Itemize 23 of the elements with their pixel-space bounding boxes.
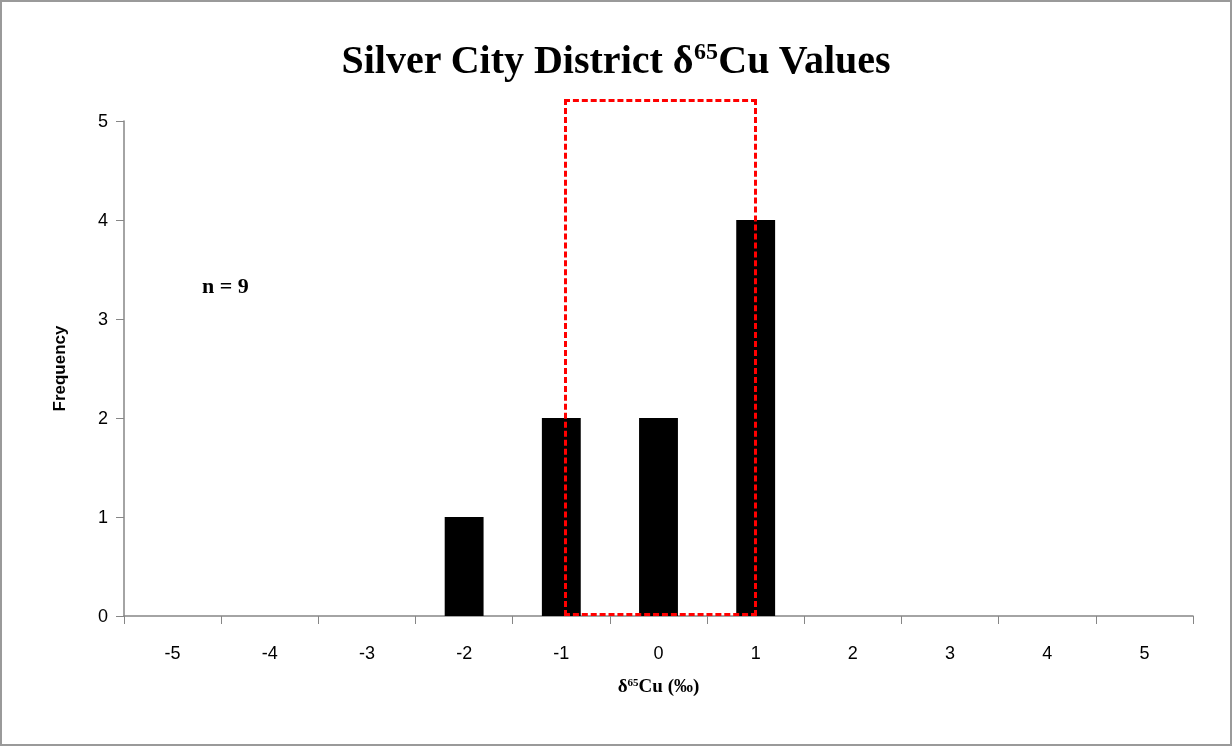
x-tick-label: -4 xyxy=(261,643,278,663)
x-tick-label: 3 xyxy=(945,643,956,663)
x-tick-label: 0 xyxy=(653,643,664,663)
x-tick-label: 2 xyxy=(847,643,858,663)
y-tick-label: 3 xyxy=(97,309,108,329)
x-tick-label: -5 xyxy=(164,643,181,663)
y-tick-label: 5 xyxy=(97,111,108,131)
annotation: n = 9 xyxy=(202,272,249,298)
x-tick-label: 1 xyxy=(750,643,761,663)
x-tick-label: 5 xyxy=(1139,643,1150,663)
y-tick-label: 1 xyxy=(97,507,108,527)
bar xyxy=(736,220,776,616)
y-tick-label: 2 xyxy=(97,408,108,428)
bar xyxy=(541,418,581,616)
y-tick-label: 0 xyxy=(97,606,108,626)
x-tick-label: 4 xyxy=(1042,643,1053,663)
bar xyxy=(639,418,678,616)
x-tick-label: -3 xyxy=(358,643,375,663)
bar xyxy=(444,517,484,616)
x-tick-label: -1 xyxy=(553,643,570,663)
y-tick-label: 4 xyxy=(97,210,108,230)
y-axis-title: Frequency xyxy=(50,324,69,412)
x-tick-label: -2 xyxy=(456,643,473,663)
